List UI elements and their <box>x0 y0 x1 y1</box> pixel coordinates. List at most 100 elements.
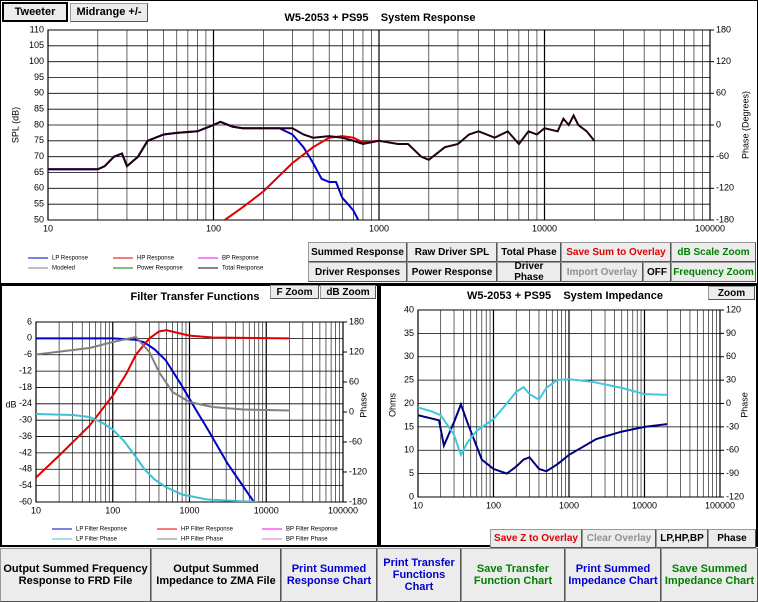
y-tick-label: 65 <box>34 167 44 177</box>
y-tick-label: -60 <box>19 496 32 506</box>
legend-label: LP Filter Phase <box>76 537 118 543</box>
series-line <box>418 378 668 458</box>
y-tick-label: -48 <box>19 464 32 474</box>
y-tick-label: -30 <box>19 415 32 425</box>
button[interactable]: Tweeter <box>2 2 68 22</box>
button[interactable]: dB Scale Zoom <box>671 242 756 262</box>
y2-tick-label: 60 <box>726 351 736 361</box>
x-tick-label: 10000 <box>254 505 279 515</box>
x-tick-label: 100000 <box>705 500 735 510</box>
y-tick-label: 70 <box>34 151 44 161</box>
button[interactable]: Phase <box>708 529 756 548</box>
y2-tick-label: 0 <box>726 398 731 408</box>
x-tick-label: 100000 <box>695 223 725 233</box>
button[interactable]: Total Phase <box>497 242 561 262</box>
y-tick-label: 60 <box>34 183 44 193</box>
series-group <box>48 113 596 220</box>
y2-tick-label: 30 <box>726 375 736 385</box>
button[interactable]: Output Summed Impedance to ZMA File <box>151 548 281 602</box>
button[interactable]: Print Transfer Functions Chart <box>377 548 461 602</box>
button[interactable]: Print Summed Response Chart <box>281 548 377 602</box>
button[interactable]: F Zoom <box>270 285 319 299</box>
y-tick-label: 40 <box>404 304 414 314</box>
y-tick-label: 25 <box>404 375 414 385</box>
y2-tick-label: 0 <box>349 406 354 416</box>
button[interactable]: Frequency Zoom <box>671 262 756 282</box>
x-tick-label: 10 <box>413 500 423 510</box>
y-tick-label: -24 <box>19 398 32 408</box>
legend-label: BP Filter Response <box>286 527 338 533</box>
axis-label: SPL (dB) <box>10 107 20 143</box>
y-tick-label: 95 <box>34 72 44 82</box>
button[interactable]: Clear Overlay <box>582 529 656 548</box>
y2-tick-label: 180 <box>349 316 364 326</box>
axis-label: Phase <box>358 392 368 418</box>
button[interactable]: Save Sum to Overlay <box>561 242 671 262</box>
button[interactable]: Summed Response <box>308 242 407 262</box>
chart-title: W5-2053 + PS95 System Response <box>284 12 475 24</box>
axis-label: Phase (Degrees) <box>740 91 750 159</box>
y2-tick-label: -180 <box>716 214 734 224</box>
x-tick-label: 10 <box>43 223 53 233</box>
series-line <box>36 413 259 502</box>
y2-tick-label: 120 <box>726 304 741 314</box>
button[interactable]: Output Summed Frequency Response to FRD … <box>0 548 151 602</box>
y-tick-label: 0 <box>409 491 414 501</box>
y-tick-label: 0 <box>27 333 32 343</box>
y-tick-label: 75 <box>34 135 44 145</box>
legend-label: LP Filter Response <box>76 527 128 533</box>
y-tick-label: 50 <box>34 214 44 224</box>
button[interactable]: Driver Phase <box>497 261 561 283</box>
button[interactable]: dB Zoom <box>320 285 376 299</box>
axis-label: Ohms <box>387 393 397 418</box>
button[interactable]: Save Z to Overlay <box>490 529 582 548</box>
x-tick-label: 100 <box>206 223 221 233</box>
y2-tick-label: -180 <box>349 496 367 506</box>
y-tick-label: 5 <box>409 468 414 478</box>
series-line <box>48 113 596 171</box>
button[interactable]: OFF <box>643 262 671 282</box>
x-tick-label: 1000 <box>559 500 579 510</box>
y-tick-label: 110 <box>30 24 44 34</box>
y2-tick-label: 60 <box>716 88 726 98</box>
y2-tick-label: -120 <box>716 183 734 193</box>
y2-tick-label: -90 <box>726 468 739 478</box>
legend-label: Power Response <box>137 266 183 272</box>
y-tick-label: -42 <box>19 447 32 457</box>
button[interactable]: Driver Responses <box>308 262 407 282</box>
y2-tick-label: -60 <box>716 151 729 161</box>
legend-label: HP Filter Response <box>181 527 234 533</box>
x-tick-label: 1000 <box>179 505 199 515</box>
x-tick-label: 100000 <box>328 505 358 515</box>
y2-tick-label: -120 <box>349 466 367 476</box>
chart-title: W5-2053 + PS95 System Impedance <box>467 290 663 302</box>
y2-tick-label: 60 <box>349 376 359 386</box>
y-tick-label: 35 <box>404 328 414 338</box>
series-group <box>36 329 290 502</box>
series-line <box>36 335 290 412</box>
y-tick-label: 15 <box>404 421 414 431</box>
y2-tick-label: 120 <box>716 56 731 66</box>
y2-tick-label: 90 <box>726 328 736 338</box>
button[interactable]: Power Response <box>407 262 497 282</box>
legend-label: HP Filter Phase <box>181 537 224 543</box>
button[interactable]: Midrange +/- <box>70 3 148 22</box>
button[interactable]: Save Transfer Function Chart <box>461 548 565 602</box>
button[interactable]: Import Overlay <box>561 262 643 282</box>
button[interactable]: Save Summed Impedance Chart <box>661 548 758 602</box>
y-tick-label: 20 <box>404 398 414 408</box>
x-tick-label: 10000 <box>632 500 657 510</box>
button[interactable]: LP,HP,BP <box>656 529 708 548</box>
y-tick-label: -18 <box>19 382 32 392</box>
button[interactable]: Raw Driver SPL <box>407 242 497 262</box>
button[interactable]: Zoom <box>708 286 755 300</box>
y-tick-label: -36 <box>19 431 32 441</box>
series-group <box>418 378 668 475</box>
series-line <box>418 401 668 475</box>
legend-label: LP Response <box>52 256 89 262</box>
button[interactable]: Print Summed Impedance Chart <box>565 548 661 602</box>
y-tick-label: 55 <box>34 199 44 209</box>
y2-tick-label: -60 <box>726 445 739 455</box>
